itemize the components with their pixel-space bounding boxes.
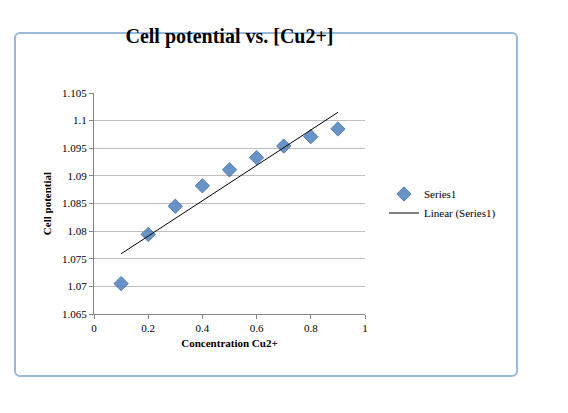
svg-text:1.095: 1.095 [62, 142, 87, 154]
svg-text:0.6: 0.6 [250, 322, 264, 334]
svg-text:1.07: 1.07 [68, 280, 88, 292]
svg-text:Linear (Series1): Linear (Series1) [424, 207, 495, 220]
svg-text:1.09: 1.09 [68, 170, 88, 182]
svg-text:0: 0 [91, 322, 97, 334]
svg-text:Concentration Cu2+: Concentration Cu2+ [181, 337, 277, 349]
svg-text:1.065: 1.065 [62, 308, 87, 320]
svg-text:1.1: 1.1 [73, 114, 87, 126]
svg-text:1.085: 1.085 [62, 197, 87, 209]
svg-text:1.075: 1.075 [62, 253, 87, 265]
svg-text:1: 1 [362, 322, 368, 334]
svg-text:0.2: 0.2 [141, 322, 155, 334]
svg-text:1.105: 1.105 [62, 87, 87, 99]
svg-text:Series1: Series1 [424, 188, 456, 200]
svg-text:0.8: 0.8 [304, 322, 318, 334]
svg-text:1.08: 1.08 [68, 225, 88, 237]
svg-text:Cell potential vs. [Cu2+]: Cell potential vs. [Cu2+] [125, 25, 333, 48]
svg-text:0.4: 0.4 [196, 322, 210, 334]
svg-text:Cell potential: Cell potential [41, 172, 53, 235]
